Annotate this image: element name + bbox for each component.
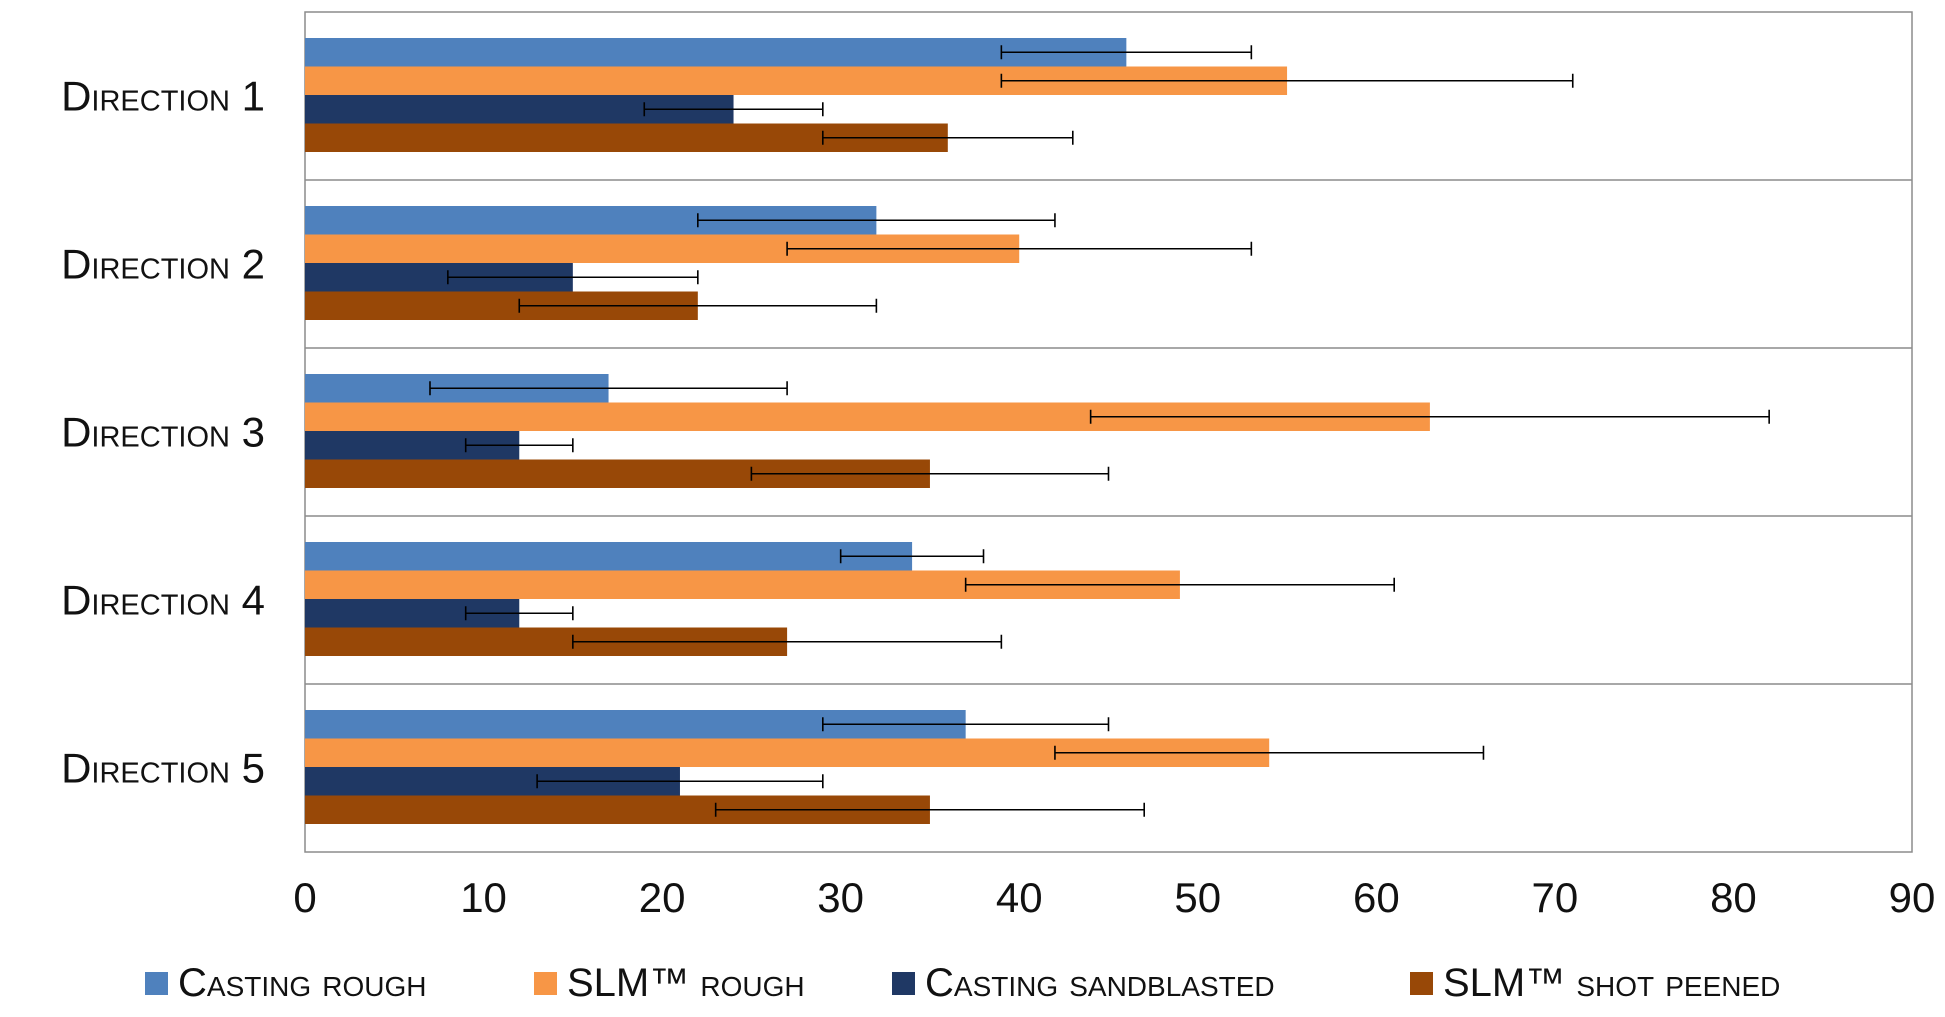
x-tick-label-70: 70: [1532, 874, 1579, 921]
x-tick-label-50: 50: [1174, 874, 1221, 921]
legend: Casting rough SLM™ rough Casting sandblast…: [145, 961, 1780, 1005]
legend-swatch: [1410, 972, 1433, 995]
x-axis-tick-labels: 0 10 20 30 40 50 60 70 80 90: [293, 874, 1935, 921]
x-tick-label-80: 80: [1710, 874, 1757, 921]
legend-swatch: [145, 972, 168, 995]
category-label-direction-1: Direction 1: [61, 73, 265, 120]
x-tick-label-0: 0: [293, 874, 316, 921]
legend-item-casting-rough: Casting rough: [145, 961, 426, 1005]
legend-item-slm-rough: SLM™ rough: [534, 961, 805, 1005]
legend-label: Casting rough: [178, 961, 426, 1005]
legend-item-slm-shot-peened: SLM™ shot peened: [1410, 961, 1780, 1005]
bar-casting-rough-direction-4: [305, 542, 912, 571]
legend-item-casting-sandblasted: Casting sandblasted: [892, 961, 1275, 1005]
x-tick-label-30: 30: [817, 874, 864, 921]
legend-label: SLM™ rough: [567, 961, 805, 1005]
category-label-direction-5: Direction 5: [61, 745, 265, 792]
legend-label: Casting sandblasted: [925, 961, 1275, 1005]
x-tick-label-40: 40: [996, 874, 1043, 921]
x-tick-label-60: 60: [1353, 874, 1400, 921]
legend-swatch: [534, 972, 557, 995]
x-tick-label-20: 20: [639, 874, 686, 921]
legend-label: SLM™ shot peened: [1443, 961, 1780, 1005]
x-tick-label-10: 10: [460, 874, 507, 921]
x-tick-label-90: 90: [1889, 874, 1936, 921]
legend-swatch: [892, 972, 915, 995]
category-label-direction-2: Direction 2: [61, 241, 265, 288]
category-label-direction-4: Direction 4: [61, 577, 265, 624]
category-label-direction-3: Direction 3: [61, 409, 265, 456]
category-labels: Direction 1 Direction 2 Direction 3 Directi…: [61, 73, 265, 792]
bars-layer: [305, 38, 1430, 824]
